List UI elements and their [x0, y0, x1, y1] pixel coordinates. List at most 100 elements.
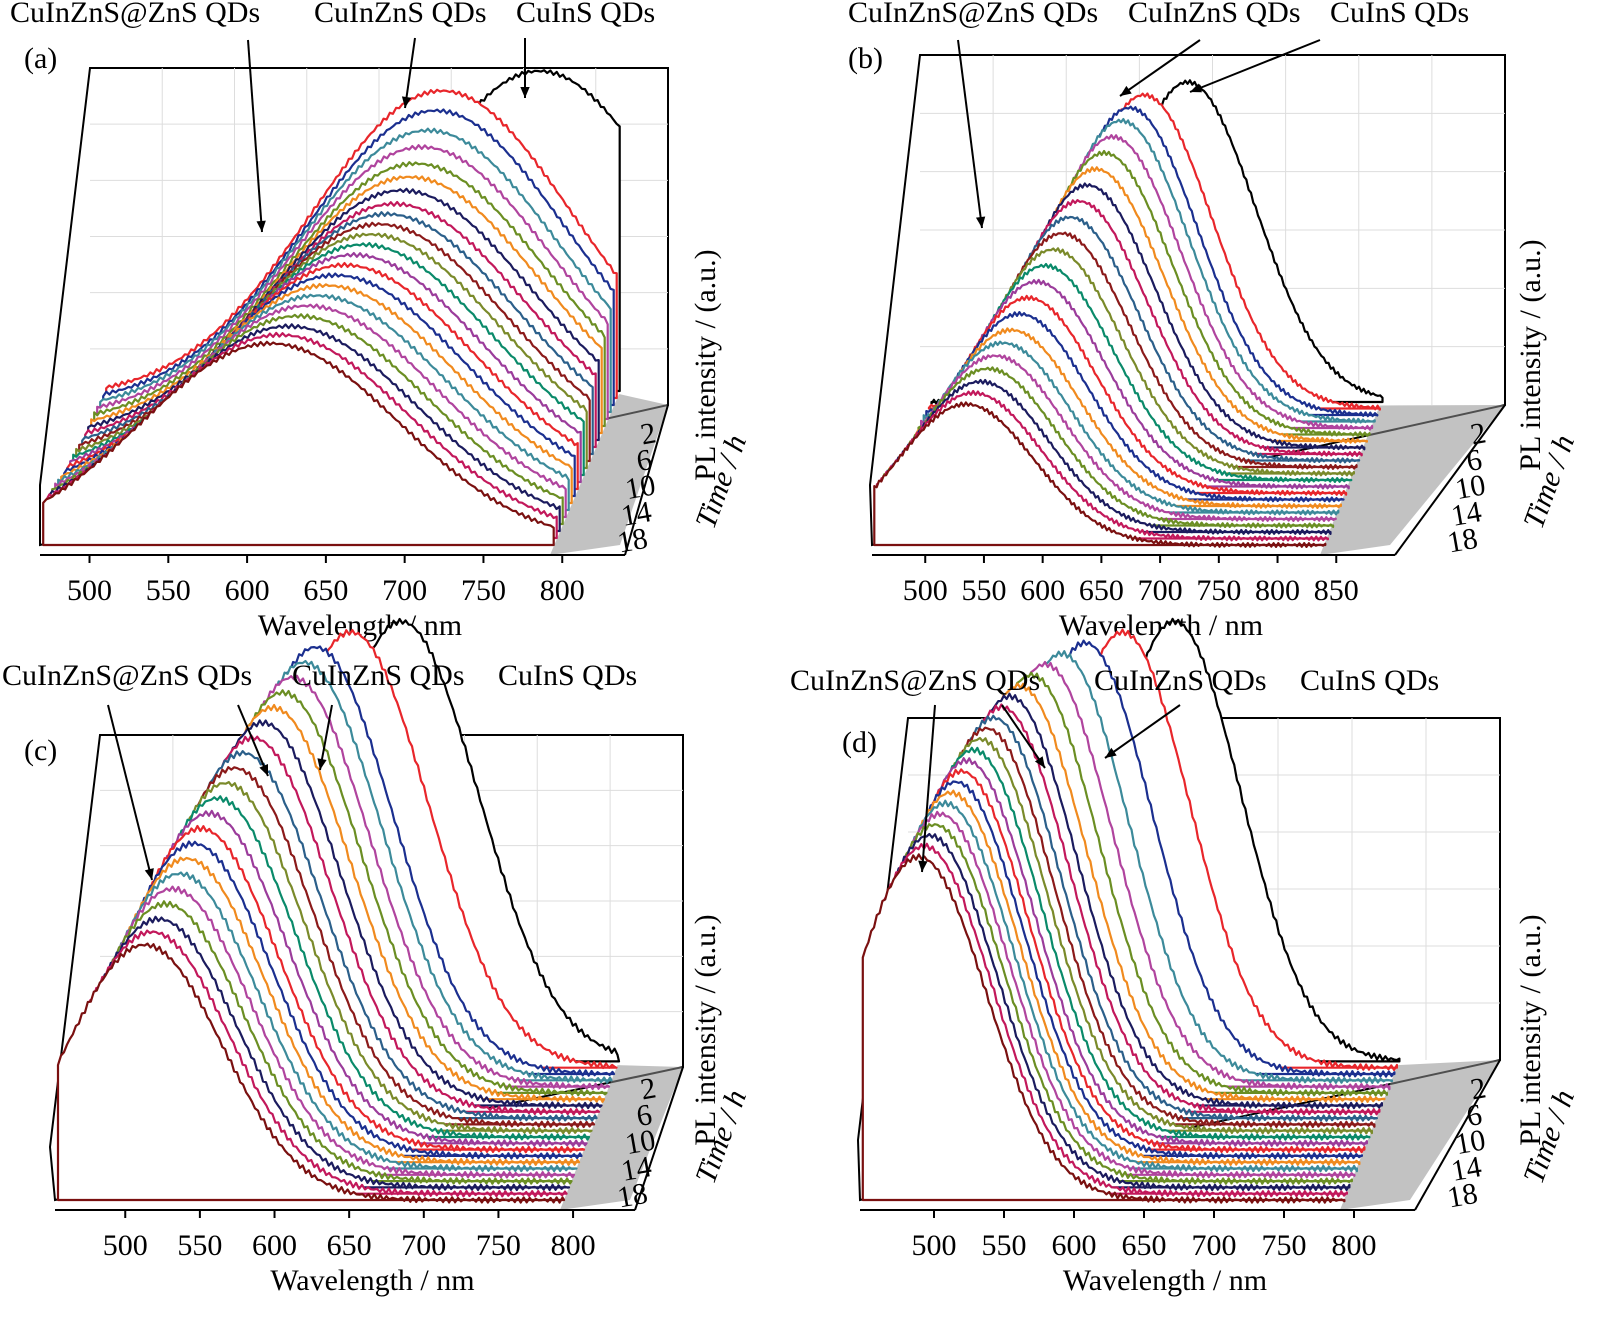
time-tick-label: 2: [1468, 416, 1489, 451]
time-tick-label: 14: [619, 1150, 654, 1188]
y-axis-title: PL intensity / (a.u.): [689, 249, 722, 480]
time-tick-label: 2: [1468, 1071, 1489, 1106]
x-tick-label: 600: [1020, 574, 1065, 607]
x-tick-label: 600: [1052, 1229, 1097, 1262]
spectrum-line-22: [42, 340, 555, 547]
annotation-label: CuInZnS@ZnS QDs: [10, 0, 260, 29]
x-tick-label: 850: [1314, 574, 1359, 607]
annotation-arrow: [957, 39, 983, 229]
time-tick-label: 2: [638, 416, 659, 451]
annotation-arrowhead: [317, 758, 327, 770]
time-tick-label: 14: [1449, 1150, 1484, 1188]
annotation-arrowhead: [256, 220, 266, 232]
x-tick-label: 750: [461, 574, 506, 607]
x-tick-label: 650: [1122, 1229, 1167, 1262]
time-axis-line: [1414, 1059, 1501, 1211]
annotation-label: CuInS QDs: [498, 659, 637, 692]
y-axis-title: PL intensity / (a.u.): [689, 914, 722, 1145]
annotation-arrow: [1104, 704, 1181, 759]
time-tick-label: 10: [1453, 1123, 1488, 1161]
annotation-arrowhead: [918, 860, 928, 872]
time-tick-label: 10: [623, 1123, 658, 1161]
annotation-label: CuInZnS QDs: [314, 0, 487, 29]
x-tick-label: 700: [1138, 574, 1183, 607]
x-tick-label: 800: [1255, 574, 1300, 607]
x-tick-label: 550: [982, 1229, 1027, 1262]
annotation-arrowhead: [1034, 756, 1045, 768]
annotation-label: CuInS QDs: [1330, 0, 1469, 29]
x-axis-title: Wavelength / nm: [1063, 1264, 1267, 1297]
time-axis-line: [1394, 404, 1506, 556]
time-floor: [1340, 1060, 1500, 1210]
time-tick-label: 10: [623, 468, 658, 506]
x-tick-label: 500: [103, 1229, 148, 1262]
x-tick-label: 550: [177, 1229, 222, 1262]
panel-c: 500 550 600 650 700 750 800 Wavelength / nm PL i…: [2, 617, 753, 1297]
x-tick-label: 750: [1196, 574, 1241, 607]
annotation-arrowhead: [975, 216, 986, 228]
time-tick-label: 2: [638, 1071, 659, 1106]
annotation-label: CuInS QDs: [516, 0, 655, 29]
x-tick-label: 500: [903, 574, 948, 607]
time-tick-label: 6: [1464, 1098, 1485, 1133]
time-tick-label: 14: [1449, 495, 1484, 533]
x-tick-label: 700: [1192, 1229, 1237, 1262]
annotation-arrow: [237, 704, 269, 777]
annotation-label: CuInZnS@ZnS QDs: [2, 659, 252, 692]
time-tick-label: 14: [619, 495, 654, 533]
time-tick-label: 18: [1445, 1177, 1480, 1215]
annotation-arrowhead: [1120, 85, 1132, 96]
time-tick-label: 6: [634, 1098, 655, 1133]
x-tick-label: 550: [961, 574, 1006, 607]
annotation-arrowhead: [144, 868, 154, 880]
time-tick-label: 6: [1464, 443, 1485, 478]
x-tick-label: 650: [327, 1229, 372, 1262]
time-tick-label: 18: [1445, 522, 1480, 560]
y-axis-title: PL intensity / (a.u.): [1514, 239, 1547, 470]
annotation-arrowhead: [1190, 83, 1202, 93]
annotation-arrowhead: [401, 96, 412, 108]
annotation-label: CuInZnS QDs: [1128, 0, 1301, 29]
x-tick-label: 650: [1079, 574, 1124, 607]
annotation-arrowhead: [259, 764, 269, 776]
time-tick-label: 6: [634, 443, 655, 478]
x-tick-label: 700: [382, 574, 427, 607]
annotation-label: CuInZnS@ZnS QDs: [848, 0, 1098, 29]
spectrum-line-22: [56, 942, 566, 1204]
x-tick-label: 500: [67, 574, 112, 607]
annotation-label: CuInZnS QDs: [292, 659, 465, 692]
annotation-arrow: [107, 704, 153, 881]
x-tick-label: 500: [912, 1229, 957, 1262]
spectrum-line-22: [861, 853, 1346, 1204]
x-tick-label: 550: [146, 574, 191, 607]
x-tick-label: 600: [252, 1229, 297, 1262]
x-tick-label: 700: [401, 1229, 446, 1262]
annotation-arrowhead: [1105, 747, 1117, 758]
annotation-label: CuInZnS QDs: [1094, 664, 1267, 697]
annotation-label: CuInZnS@ZnS QDs: [790, 664, 1040, 697]
annotation-arrow: [1189, 39, 1321, 93]
time-floor: [550, 394, 668, 555]
y-axis-title: PL intensity / (a.u.): [1514, 914, 1547, 1145]
time-floor: [560, 1065, 683, 1210]
time-axis-line: [624, 404, 669, 556]
spectrum-line-22: [873, 401, 1327, 548]
panel-label: (c): [24, 734, 57, 767]
annotation-arrowhead: [520, 86, 530, 98]
annotation-arrow: [247, 39, 263, 233]
x-tick-label: 800: [1332, 1229, 1377, 1262]
x-axis-title: Wavelength / nm: [270, 1264, 474, 1297]
x-tick-label: 800: [551, 1229, 596, 1262]
x-tick-label: 750: [1262, 1229, 1307, 1262]
x-tick-label: 800: [540, 574, 585, 607]
annotation-arrow: [1119, 39, 1201, 97]
time-tick-label: 18: [615, 1177, 650, 1215]
x-tick-label: 650: [303, 574, 348, 607]
panel-d: 500 550 600 650 700 750 800 Wavelength / nm PL i…: [790, 617, 1581, 1297]
time-tick-label: 18: [615, 522, 650, 560]
panel-label: (d): [842, 726, 877, 759]
time-axis-line: [634, 1066, 684, 1211]
